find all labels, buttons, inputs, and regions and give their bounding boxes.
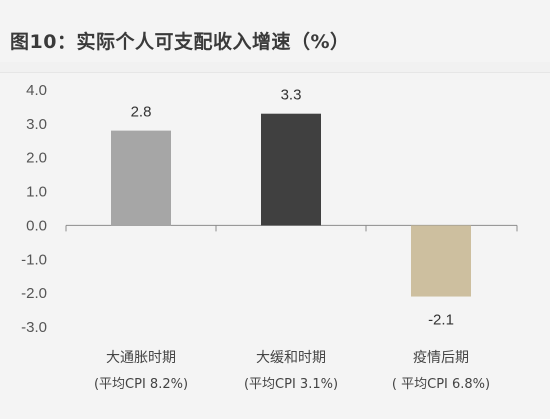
bar (111, 130, 171, 226)
title-divider (0, 62, 550, 73)
data-label: 2.8 (131, 104, 152, 121)
x-category-label: 疫情后期 (413, 350, 469, 366)
y-tick-label: -2.0 (21, 285, 47, 302)
x-category-label: 大通胀时期 (106, 350, 176, 366)
x-category-label: 大缓和时期 (256, 350, 326, 366)
data-label: 3.3 (281, 87, 302, 104)
x-category-subtitle: ( 平均CPI 6.8%) (392, 377, 490, 392)
y-tick-label: 2.0 (26, 150, 47, 167)
x-category-subtitle: (平均CPI 3.1%) (244, 377, 338, 392)
y-tick-label: -3.0 (21, 319, 47, 336)
y-tick-label: 4.0 (26, 82, 47, 99)
y-tick-label: 1.0 (26, 184, 47, 201)
bar (261, 113, 321, 226)
y-tick-label: 3.0 (26, 116, 47, 133)
bar (411, 225, 471, 297)
chart-title: 图10：实际个人可支配收入增速（%） (10, 31, 350, 53)
y-tick-label: -1.0 (21, 251, 47, 268)
y-tick-label: 0.0 (26, 217, 47, 234)
data-label: -2.1 (428, 312, 454, 329)
x-category-subtitle: (平均CPI 8.2%) (94, 377, 188, 392)
